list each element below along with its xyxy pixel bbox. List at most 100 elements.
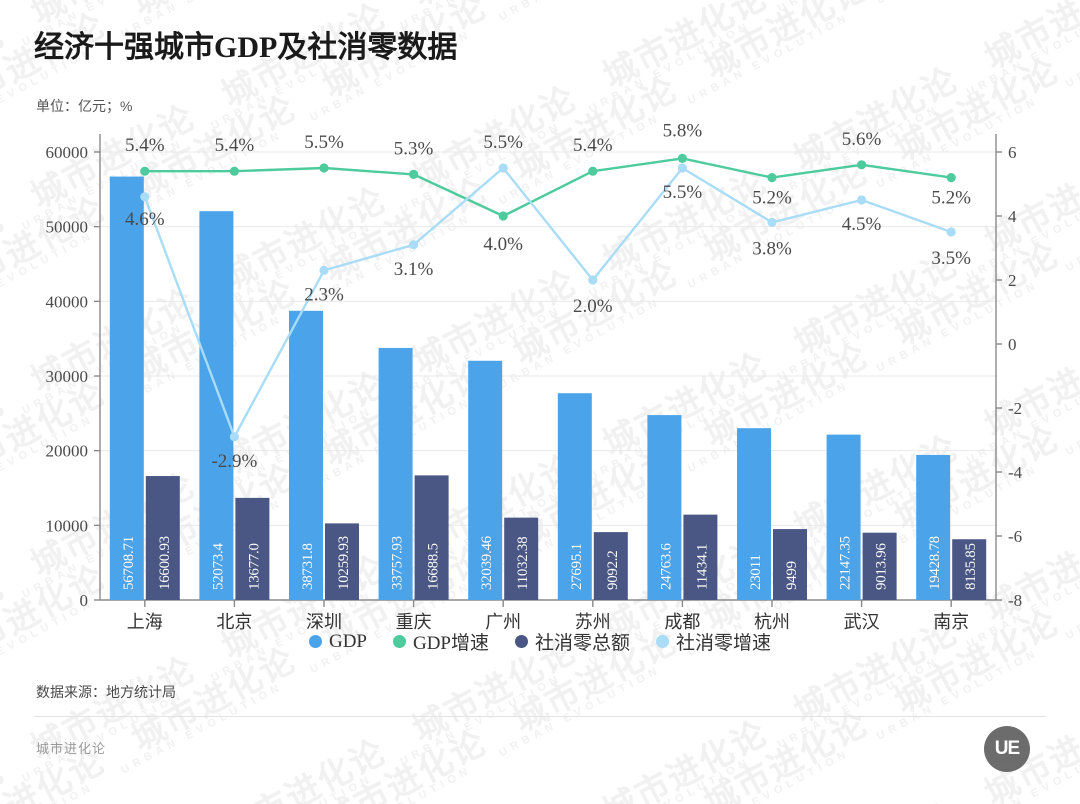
line-value-label: 5.6% <box>842 129 882 150</box>
bar-series-社消零总额: 16600.93 13677.0 10259.93 16688.5 11032.38 90… <box>145 475 987 600</box>
source-note: 数据来源：地方统计局 <box>36 684 176 700</box>
right-axis-tick-label: -8 <box>1008 591 1022 610</box>
legend-item-3[interactable]: 社消零总额 <box>515 628 630 655</box>
line-series-GDP增速: 5.4% 5.4% 5.5% 5.3% 4.0% 5.4% 5.8% 5.2% 5.6% 5.2% <box>125 120 971 255</box>
bar[interactable] <box>145 476 180 600</box>
line-value-label: 2.0% <box>573 296 613 317</box>
left-axis-tick-label: 20000 <box>46 442 89 461</box>
bar[interactable] <box>557 393 592 600</box>
line-point[interactable] <box>767 217 777 227</box>
legend-item-2[interactable]: GDP增速 <box>392 628 489 655</box>
line-point[interactable] <box>677 163 688 173</box>
legend-item-1[interactable]: GDP <box>308 630 367 653</box>
bar[interactable] <box>916 454 951 600</box>
legend-label: GDP <box>328 630 367 652</box>
line-value-label: 4.0% <box>483 234 523 255</box>
left-axis-tick-label: 10000 <box>46 516 89 535</box>
bar[interactable] <box>109 176 144 601</box>
bar[interactable] <box>952 539 987 600</box>
bar[interactable] <box>647 415 682 600</box>
left-axis-tick-label: 0 <box>80 591 89 610</box>
line-value-label: 5.5% <box>483 132 523 153</box>
line-point[interactable] <box>498 211 508 221</box>
bar-value-label: 16688.5 <box>426 543 442 590</box>
bar-value-label: 8135.85 <box>963 543 979 590</box>
bar-value-label: 19428.78 <box>927 536 943 590</box>
bar-value-label: 11434.1 <box>694 544 710 590</box>
line-value-label: 5.8% <box>663 120 703 141</box>
left-axis-tick-label: 30000 <box>46 367 89 386</box>
legend-item-4[interactable]: 社消零增速 <box>656 628 771 655</box>
x-axis-category-label: 深圳 <box>306 612 342 632</box>
line-path <box>143 157 953 218</box>
bar[interactable] <box>504 517 539 600</box>
chart-legend: GDP GDP增速 社消零总额 社消零增速 <box>0 628 1080 655</box>
line-value-label: 5.5% <box>663 182 703 203</box>
right-axis-tick-label: 2 <box>1008 271 1017 290</box>
line-value-label: 5.5% <box>304 132 344 153</box>
x-axis-category-label: 重庆 <box>396 612 432 632</box>
line-value-label: 5.4% <box>573 135 613 156</box>
line-point[interactable] <box>409 240 419 250</box>
bar[interactable] <box>235 497 270 600</box>
line-point[interactable] <box>319 265 329 275</box>
legend-label: 社消零增速 <box>676 633 772 654</box>
line-value-label: 3.1% <box>394 259 434 280</box>
line-value-label: 5.3% <box>394 138 434 159</box>
bar-value-label: 13677.0 <box>246 543 262 590</box>
bar[interactable] <box>773 529 807 600</box>
left-axis-tick-label: 50000 <box>46 218 89 237</box>
x-axis-category-label: 上海 <box>127 612 163 632</box>
line-point[interactable] <box>767 173 777 183</box>
line-point[interactable] <box>946 227 956 237</box>
line-point[interactable] <box>140 166 150 176</box>
brand-name: 城市进化论 <box>36 741 107 756</box>
x-axis-category-label: 广州 <box>485 612 521 632</box>
line-point[interactable] <box>857 160 867 170</box>
bar[interactable] <box>414 475 449 600</box>
legend-swatch-icon <box>308 635 322 648</box>
line-point[interactable] <box>229 432 239 442</box>
right-axis-tick-label: -2 <box>1008 399 1022 418</box>
line-point[interactable] <box>946 173 956 183</box>
line-point[interactable] <box>588 275 598 285</box>
legend-label: 社消零总额 <box>535 633 631 654</box>
line-point[interactable] <box>588 166 598 176</box>
line-point[interactable] <box>498 163 508 173</box>
bar-value-label: 9499 <box>784 561 800 590</box>
bar[interactable] <box>325 523 359 600</box>
bar[interactable] <box>737 428 771 600</box>
bar[interactable] <box>378 347 413 600</box>
legend-label: GDP增速 <box>412 633 489 654</box>
bar-value-label: 38731.8 <box>300 543 316 590</box>
bar[interactable] <box>683 514 718 600</box>
x-axis-category-label: 苏州 <box>575 612 611 632</box>
bar-value-label: 24763.6 <box>658 543 674 590</box>
line-point[interactable] <box>229 166 239 176</box>
x-axis-category-label: 武汉 <box>844 612 880 632</box>
bar[interactable] <box>826 434 861 600</box>
bar-value-label: 22147.35 <box>838 536 854 590</box>
line-value-label: 5.4% <box>125 135 165 156</box>
line-path <box>143 166 953 438</box>
line-point[interactable] <box>140 192 150 202</box>
bar-value-label: 56708.71 <box>121 536 137 590</box>
bar[interactable] <box>289 310 323 600</box>
bar[interactable] <box>199 211 234 600</box>
legend-swatch-icon <box>392 635 406 648</box>
bar-value-label: 52073.4 <box>210 543 226 590</box>
line-point[interactable] <box>409 169 419 179</box>
bar-value-label: 11032.38 <box>515 537 531 590</box>
bar[interactable] <box>862 532 897 600</box>
bar-value-label: 10259.93 <box>336 536 352 590</box>
x-axis-category-label: 成都 <box>664 612 700 632</box>
bar[interactable] <box>593 532 628 600</box>
line-value-label: 5.2% <box>752 188 792 209</box>
x-axis-category-label: 南京 <box>933 612 969 632</box>
line-point[interactable] <box>857 195 867 205</box>
line-point[interactable] <box>319 163 329 173</box>
brand-logo: UE <box>984 726 1030 772</box>
page-title: 经济十强城市GDP及社消零数据 <box>34 31 458 64</box>
bar[interactable] <box>468 360 503 600</box>
line-point[interactable] <box>677 153 688 163</box>
